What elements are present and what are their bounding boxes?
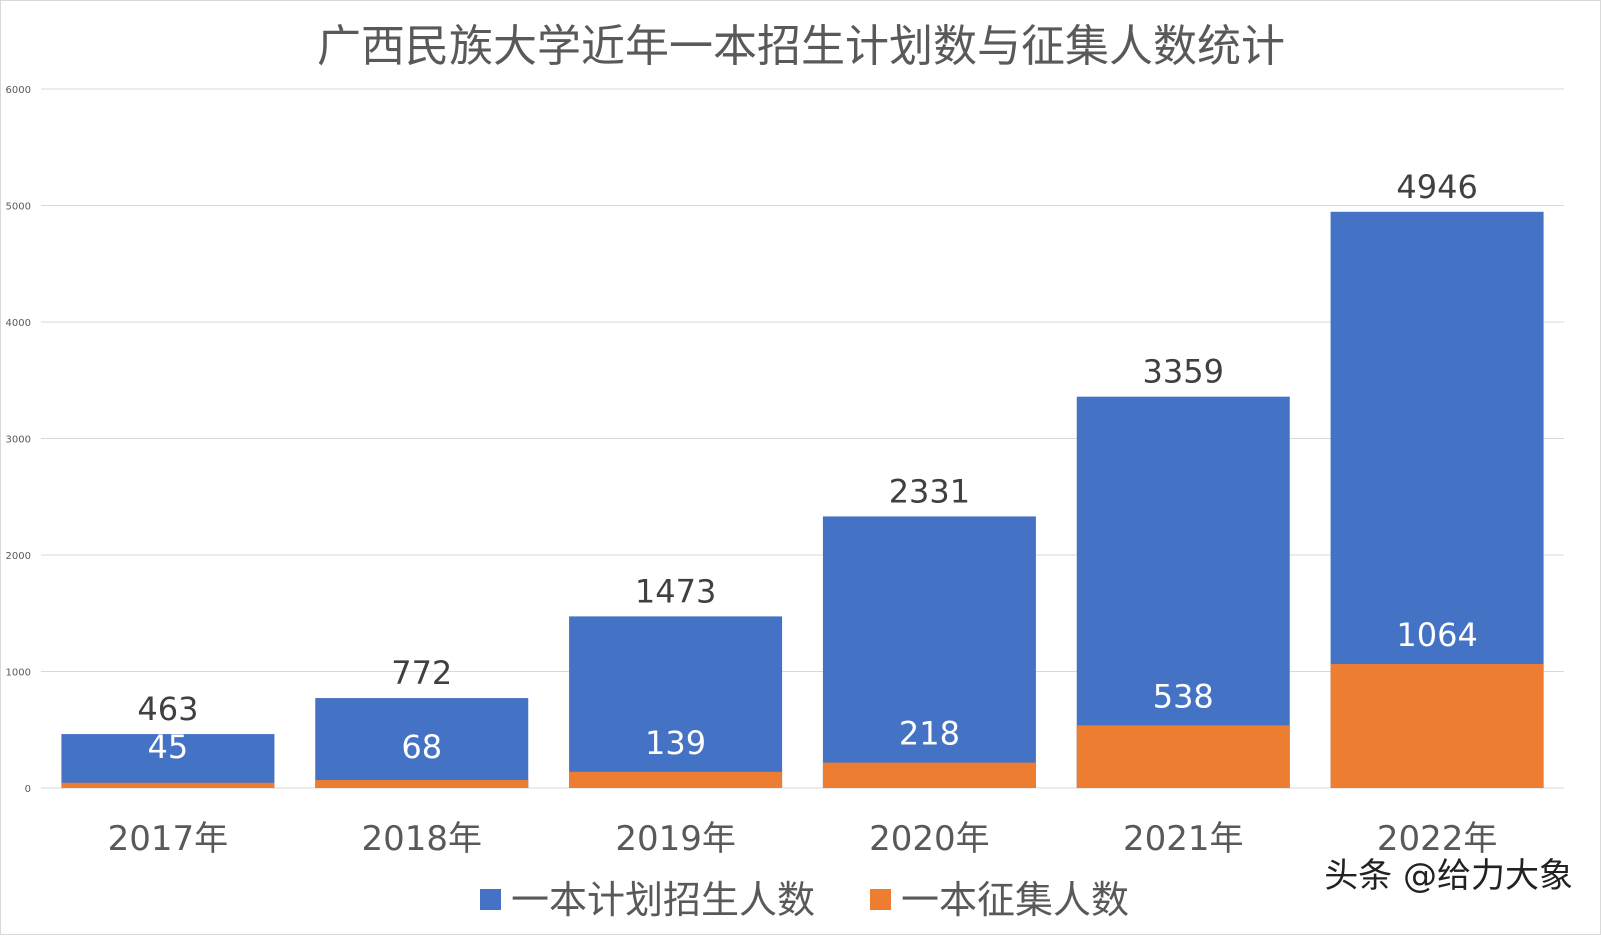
bar-plan-2019年 [569,616,783,788]
x-tick-label: 2017年 [108,819,229,859]
y-tick-label: 2000 [6,551,31,562]
y-tick-label: 1000 [6,668,31,679]
x-tick-label: 2019年 [615,819,736,859]
y-tick-label: 0 [25,784,31,795]
legend-swatch [870,889,891,910]
chart-title: 广西民族大学近年一本招生计划数与征集人数统计 [317,21,1285,72]
data-label-plan: 4946 [1396,168,1477,206]
x-tick-label: 2020年 [869,819,990,859]
data-label-plan: 463 [137,690,198,728]
y-axis: 0 1000 2000 3000 4000 5000 6000 [6,85,31,795]
y-tick-label: 3000 [6,435,31,446]
bar-plan-2017年 [61,734,275,788]
y-tick-label: 5000 [6,202,31,213]
legend-label: 一本征集人数 [901,878,1129,922]
data-label-plan: 772 [391,654,452,692]
bar-plan-2018年 [315,698,529,788]
bar-collected-2017年 [61,782,275,788]
watermark-text: 头条 @给力大象 [1324,856,1573,896]
data-label-plan: 3359 [1143,353,1224,391]
data-label-plan: 2331 [889,472,970,510]
y-tick-label: 6000 [6,85,31,96]
bar-collected-2022年 [1330,664,1544,788]
data-label-plan: 1473 [635,572,716,610]
data-label-collected: 218 [899,715,960,753]
x-tick-label: 2021年 [1123,819,1244,859]
x-axis: 2017年 2018年 2019年 2020年 2021年 2022年 [108,819,1498,859]
bar-collected-2019年 [569,771,783,788]
bar-collected-2020年 [822,762,1036,788]
data-label-collected: 1064 [1396,616,1477,654]
data-label-collected: 68 [401,728,442,766]
legend-swatch [480,889,501,910]
x-tick-label: 2022年 [1377,819,1498,859]
legend: 一本计划招生人数 一本征集人数 [480,878,1129,922]
legend-label: 一本计划招生人数 [511,878,815,922]
bar-plan-2020年 [822,516,1036,788]
gridlines [41,88,1564,789]
bar-collected-2021年 [1076,725,1290,788]
bar-plan-2021年 [1076,396,1290,788]
data-label-collected: 45 [148,728,189,766]
data-label-collected: 139 [645,724,706,762]
y-tick-label: 4000 [6,318,31,329]
data-label-collected: 538 [1153,677,1214,715]
bar-collected-2018年 [315,780,529,788]
x-tick-label: 2018年 [361,819,482,859]
